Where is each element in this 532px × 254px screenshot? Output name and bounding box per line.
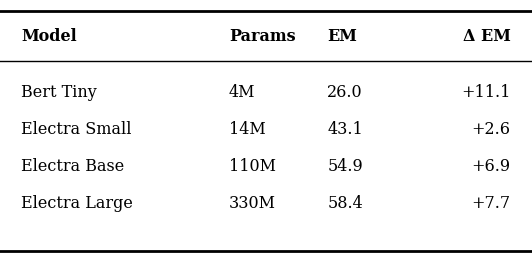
Text: Electra Base: Electra Base [21,158,124,175]
Text: Bert Tiny: Bert Tiny [21,84,97,101]
Text: 26.0: 26.0 [327,84,363,101]
Text: +11.1: +11.1 [461,84,511,101]
Text: 330M: 330M [229,195,276,212]
Text: Model: Model [21,28,77,45]
Text: 58.4: 58.4 [327,195,363,212]
Text: +7.7: +7.7 [471,195,511,212]
Text: +2.6: +2.6 [472,121,511,138]
Text: 43.1: 43.1 [327,121,363,138]
Text: Δ EM: Δ EM [463,28,511,45]
Text: Electra Small: Electra Small [21,121,132,138]
Text: Electra Large: Electra Large [21,195,133,212]
Text: +6.9: +6.9 [471,158,511,175]
Text: EM: EM [327,28,357,45]
Text: 14M: 14M [229,121,265,138]
Text: 54.9: 54.9 [327,158,363,175]
Text: 4M: 4M [229,84,255,101]
Text: 110M: 110M [229,158,276,175]
Text: Params: Params [229,28,295,45]
